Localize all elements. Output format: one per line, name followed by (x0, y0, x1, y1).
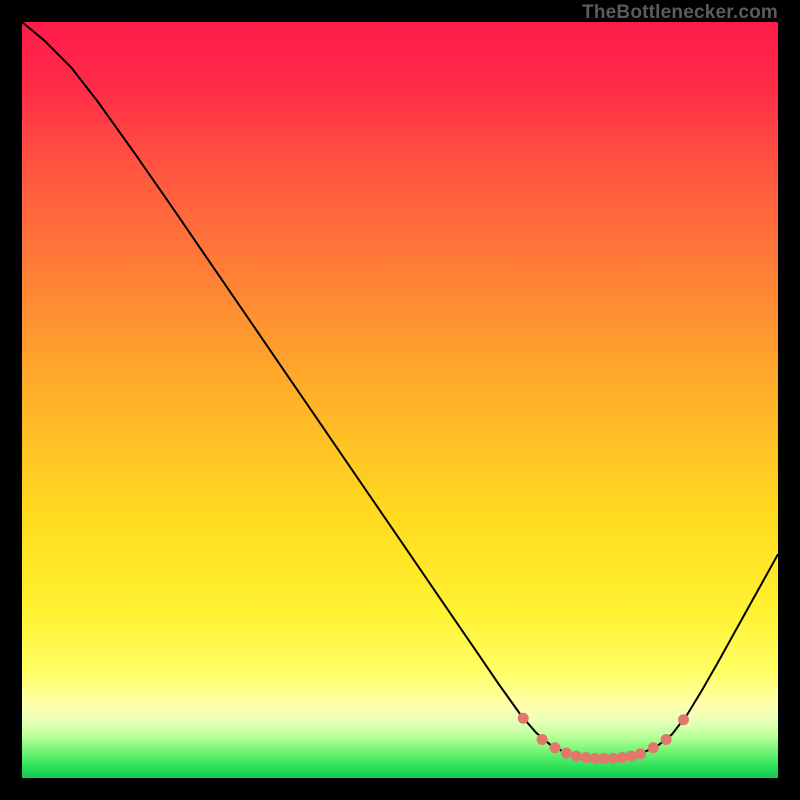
curve-marker (661, 734, 672, 745)
chart-frame: TheBottlenecker.com (0, 0, 800, 800)
marker-group (518, 713, 689, 764)
curve-marker (537, 734, 548, 745)
curve-marker (571, 751, 582, 762)
curve-marker (518, 713, 529, 724)
curve-marker (678, 714, 689, 725)
curve-layer (22, 22, 778, 778)
curve-marker (549, 742, 560, 753)
curve-marker (648, 742, 659, 753)
watermark-text: TheBottlenecker.com (582, 2, 778, 24)
curve-marker (561, 748, 572, 759)
bottleneck-curve (22, 22, 778, 758)
plot-area (22, 22, 778, 778)
curve-marker (635, 748, 646, 759)
